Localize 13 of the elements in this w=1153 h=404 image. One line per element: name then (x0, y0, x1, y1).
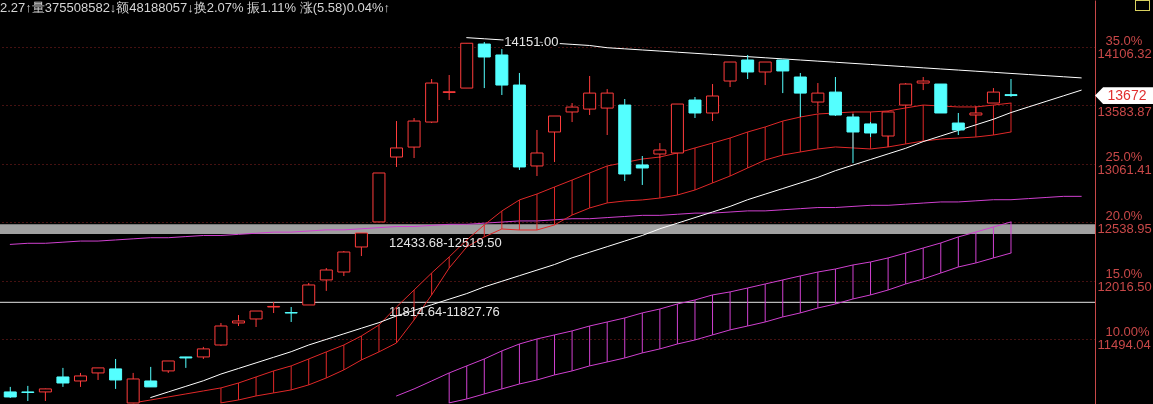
y2-tick-label: 15.0% (1105, 266, 1143, 282)
y2-tick-label: 25.0% (1105, 149, 1143, 165)
y-tick-label: 13583.87 (1097, 103, 1152, 119)
y-tick-label: 13061.41 (1097, 162, 1152, 178)
y2-tick-label: 20.0% (1105, 207, 1143, 223)
y2-tick-label: 35.0% (1105, 32, 1143, 48)
y-tick-label: 11494.04 (1097, 337, 1151, 353)
text: 13672 (1107, 86, 1147, 103)
y-tick-label: 14106.32 (1097, 45, 1152, 61)
y-tick-label: 12538.95 (1097, 220, 1152, 236)
y2-tick-label: 10.00% (1105, 324, 1151, 340)
annotation: 2.27↑量375508582↓额48188057↓换2.07% 振1.11% 涨(5.58)0.04%↑ (0, 0, 391, 15)
y-tick-label: 12016.50 (1097, 279, 1152, 295)
